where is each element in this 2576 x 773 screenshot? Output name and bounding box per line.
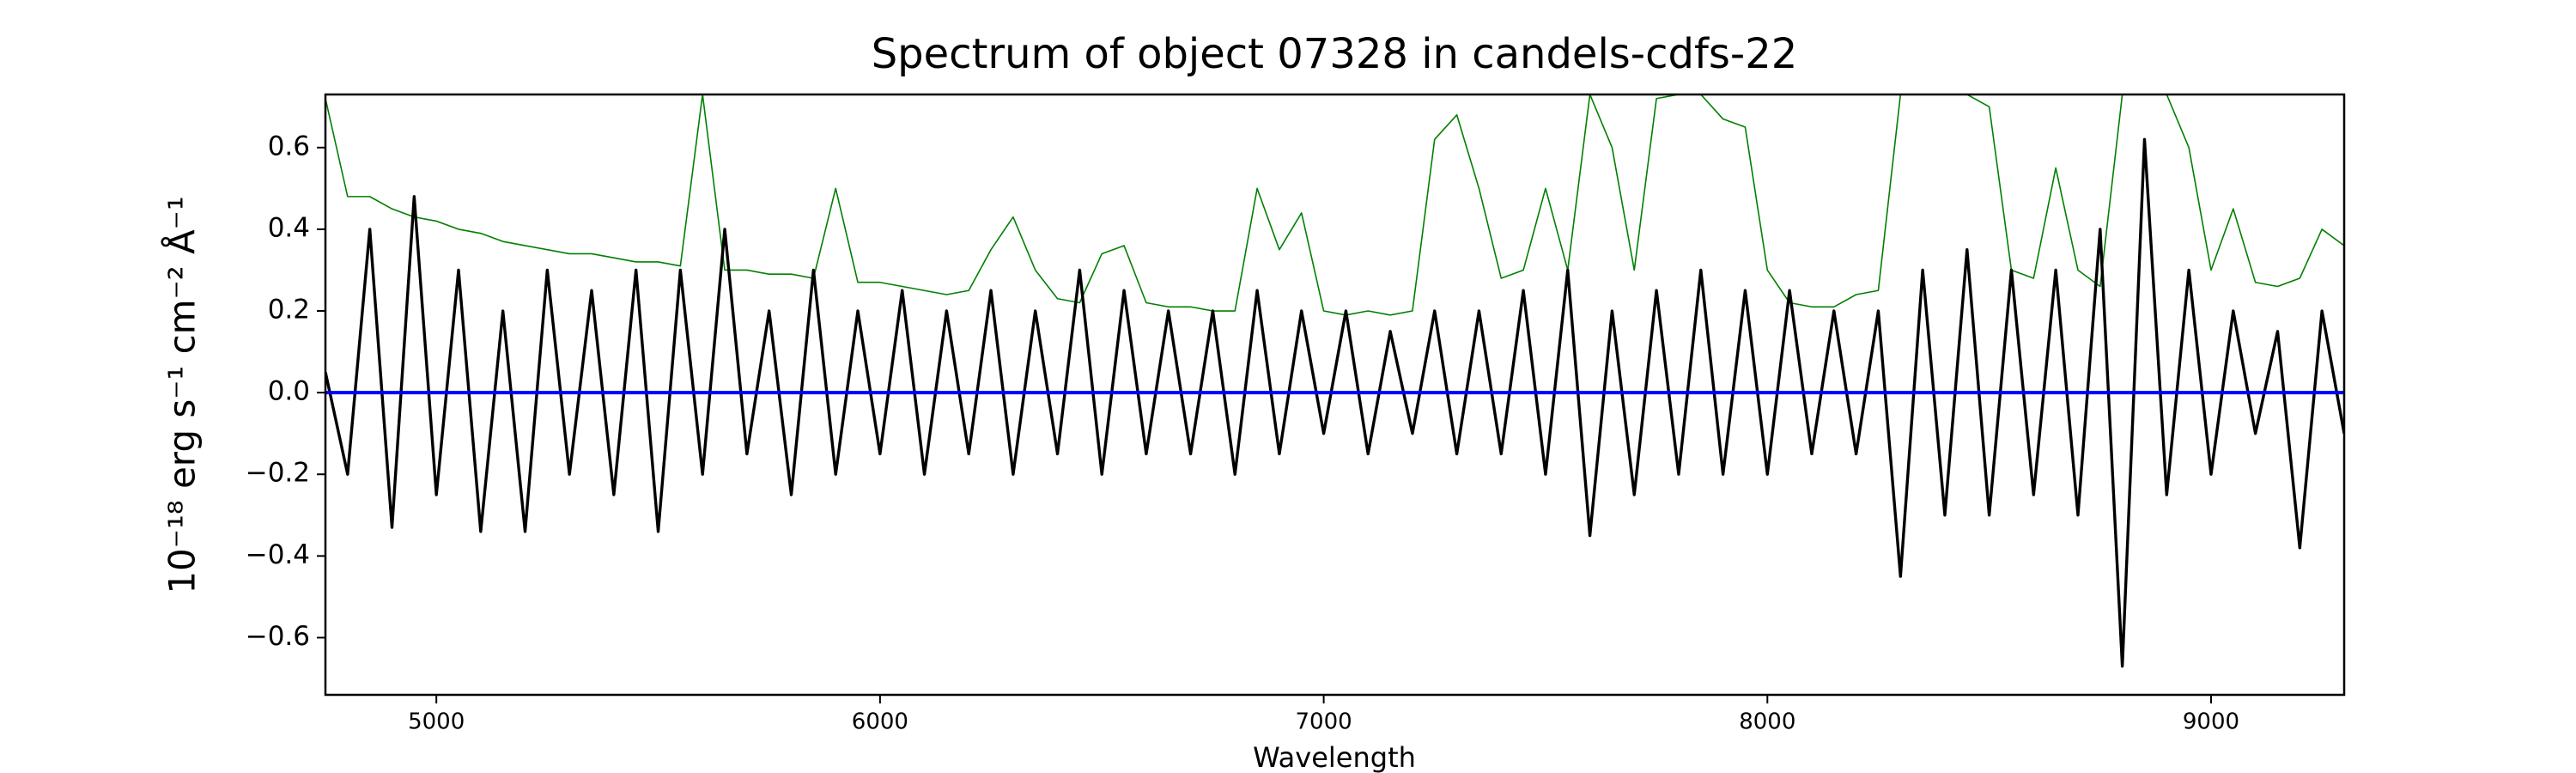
x-tick-label: 7000 — [1295, 709, 1352, 735]
x-tick-label: 5000 — [408, 709, 465, 735]
x-tick-label: 9000 — [2183, 709, 2239, 735]
y-tick-label: 0.4 — [268, 212, 310, 243]
x-axis-label: Wavelength — [1253, 741, 1416, 773]
y-tick-label: −0.6 — [246, 621, 310, 652]
plot-area — [325, 94, 2344, 668]
spectrum-line — [325, 94, 2344, 316]
chart-title: Spectrum of object 07328 in candels-cdfs… — [872, 30, 1798, 78]
y-axis-label: 10⁻¹⁸ erg s⁻¹ cm⁻² Å⁻¹ — [161, 196, 204, 593]
x-tick-label: 6000 — [852, 709, 908, 735]
y-tick-label: −0.4 — [246, 539, 310, 570]
y-tick-label: −0.2 — [246, 458, 310, 489]
y-tick-label: 0.2 — [268, 295, 310, 326]
y-tick-label: 0.0 — [268, 376, 310, 407]
x-tick-label: 8000 — [1739, 709, 1795, 735]
y-tick-label: 0.6 — [268, 131, 310, 161]
plot-frame — [324, 93, 2346, 697]
spectrum-line — [325, 137, 2344, 668]
